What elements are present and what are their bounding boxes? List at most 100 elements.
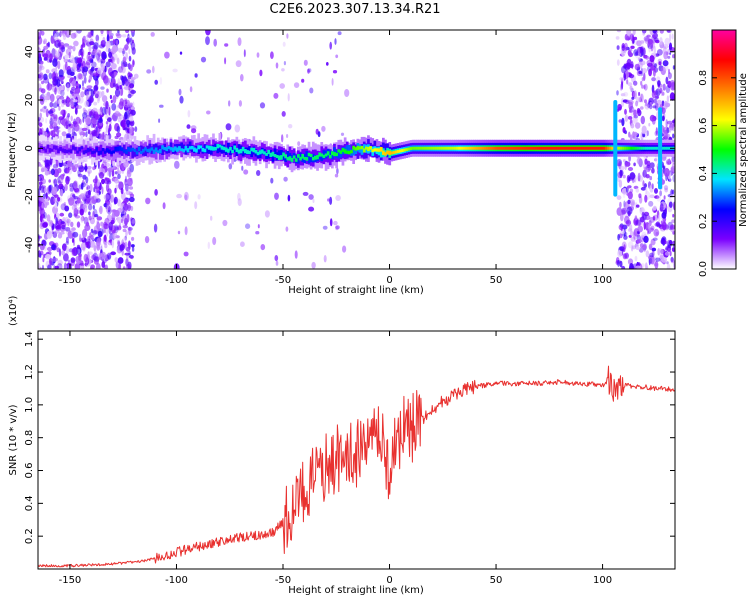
noise-blob — [635, 122, 641, 129]
noise-blob — [39, 96, 45, 105]
noise-blob — [50, 93, 55, 103]
ridge-cell — [379, 149, 383, 158]
ridge-cell — [596, 146, 600, 150]
noise-blob — [52, 58, 58, 67]
noise-blob — [64, 167, 70, 174]
noise-blob — [628, 74, 635, 79]
noise-blob — [635, 204, 640, 208]
noise-blob — [308, 206, 315, 212]
noise-blob — [630, 122, 635, 129]
ridge-cell — [231, 149, 234, 154]
noise-blob — [617, 234, 620, 241]
noise-blob — [93, 90, 100, 97]
noise-blob — [64, 227, 71, 232]
noise-blob — [95, 49, 101, 54]
ridge-cell — [222, 146, 226, 151]
ridge-cell — [432, 146, 436, 150]
noise-blob — [159, 104, 164, 108]
noise-blob — [119, 98, 124, 107]
noise-blob — [113, 71, 118, 76]
noise-blob — [116, 57, 120, 65]
y-tick-label: 20 — [24, 94, 35, 107]
noise-blob — [178, 88, 182, 96]
ridge-cell — [424, 146, 428, 150]
y-tick-label: -40 — [24, 237, 35, 253]
ridge-cell — [182, 144, 186, 152]
noise-blob — [124, 44, 129, 50]
ridge-cell — [161, 146, 164, 155]
noise-blob — [77, 72, 83, 80]
noise-blob — [623, 244, 626, 253]
noise-blob — [43, 105, 47, 109]
ridge-cell — [369, 146, 372, 150]
ridge-cell — [579, 146, 583, 150]
noise-blob — [294, 250, 298, 259]
noise-blob — [95, 34, 100, 42]
noise-blob — [259, 69, 263, 77]
noise-blob — [111, 114, 117, 121]
ridge-cell — [445, 146, 449, 150]
noise-blob — [616, 163, 622, 167]
noise-blob — [89, 240, 96, 248]
ridge-cell — [473, 146, 476, 150]
noise-blob — [654, 260, 659, 269]
noise-blob — [112, 76, 115, 83]
noise-blob — [651, 247, 657, 252]
noise-blob — [651, 167, 655, 174]
noise-blob — [115, 184, 119, 190]
noise-blob — [109, 35, 114, 40]
noise-blob — [124, 217, 128, 226]
colorbar: 0.0 0.2 0.4 0.6 0.8 Normalized spectral ampl… — [698, 29, 749, 277]
noise-blob — [46, 57, 51, 63]
ridge-cell — [288, 156, 292, 161]
ridge-cell — [227, 148, 230, 153]
noise-blob — [111, 44, 117, 54]
noise-blob — [637, 225, 643, 233]
noise-blob — [647, 38, 653, 45]
ridge-cell — [114, 147, 118, 152]
noise-blob — [638, 91, 641, 97]
noise-blob — [48, 219, 54, 227]
ridge-cell — [103, 150, 107, 154]
ridge-cell — [314, 155, 317, 160]
noise-blob — [634, 215, 638, 221]
noise-blob — [125, 255, 129, 259]
ridge-cell — [439, 146, 442, 150]
noise-blob — [194, 73, 198, 78]
ridge-cell — [360, 147, 364, 155]
noise-blob — [630, 244, 634, 252]
noise-blob — [274, 255, 279, 262]
noise-blob — [340, 132, 345, 136]
noise-blob — [224, 43, 229, 47]
noise-blob — [49, 101, 54, 108]
noise-blob — [87, 31, 92, 39]
noise-blob — [672, 174, 675, 183]
noise-blob — [225, 123, 232, 131]
noise-blob — [117, 241, 121, 247]
noise-blob — [633, 80, 638, 86]
noise-blob — [57, 60, 61, 70]
spike-mark — [613, 100, 618, 197]
snr-series-line — [38, 365, 675, 568]
ridge-cell — [341, 148, 345, 152]
noise-blob — [627, 116, 633, 120]
noise-blob — [662, 83, 666, 91]
colorbar-tick-label: 0.4 — [698, 165, 709, 181]
noise-blob — [617, 249, 623, 258]
ridge-cell — [227, 142, 230, 152]
noise-blob — [72, 231, 79, 238]
noise-blob — [133, 73, 139, 79]
noise-blob — [108, 106, 111, 116]
ridge-cell — [320, 154, 324, 162]
ridge-cell — [127, 147, 130, 152]
ridge-cell — [108, 149, 111, 154]
ridge-cell — [573, 146, 576, 150]
ridge-cell — [250, 148, 253, 157]
noise-blob — [332, 70, 338, 74]
noise-blob — [53, 40, 57, 47]
ridge-cell — [63, 149, 67, 153]
ridge-cell — [356, 145, 360, 159]
noise-blob — [74, 107, 78, 115]
ridge-cell — [396, 150, 400, 153]
noise-blob — [111, 103, 117, 111]
